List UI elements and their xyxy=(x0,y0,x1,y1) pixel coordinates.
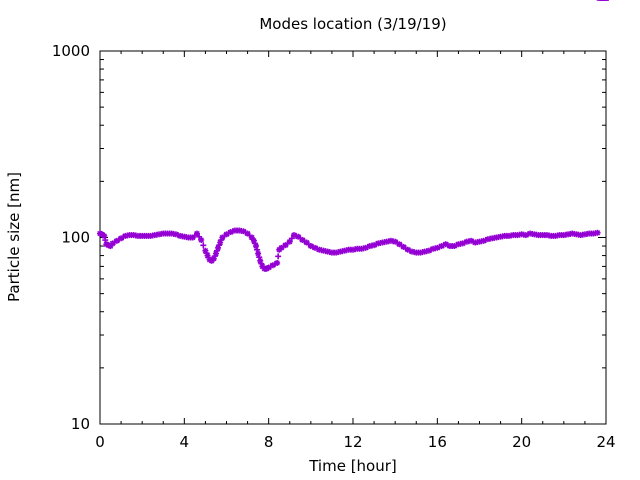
data-series xyxy=(97,0,609,272)
y-tick-label: 10 xyxy=(71,415,90,433)
data-point xyxy=(196,233,203,240)
y-axis-label: Particle size [nm] xyxy=(5,172,23,302)
data-point xyxy=(398,242,405,249)
data-point xyxy=(271,261,278,268)
data-point xyxy=(339,248,346,255)
data-point xyxy=(377,239,384,246)
data-point xyxy=(264,265,271,272)
data-point xyxy=(277,245,284,252)
x-axis-label: Time [hour] xyxy=(308,457,397,475)
data-point xyxy=(187,234,194,241)
data-point xyxy=(406,247,413,254)
data-point xyxy=(297,235,304,242)
data-point xyxy=(436,243,443,250)
data-point xyxy=(280,243,287,250)
data-point xyxy=(225,230,232,237)
data-point xyxy=(254,246,261,253)
data-point xyxy=(170,230,177,237)
data-point xyxy=(373,241,380,248)
data-point xyxy=(275,253,282,260)
data-point xyxy=(305,241,312,248)
x-tick-label: 12 xyxy=(343,433,362,451)
data-point xyxy=(267,263,274,270)
data-point xyxy=(428,246,435,253)
data-point xyxy=(368,242,375,249)
y-axis: 10 100 1000 xyxy=(52,42,606,433)
data-point xyxy=(256,254,263,261)
data-point xyxy=(179,233,186,240)
data-point xyxy=(360,245,367,252)
chart-title: Modes location (3/19/19) xyxy=(259,15,446,33)
x-tick-label: 8 xyxy=(264,433,274,451)
data-point xyxy=(495,234,502,241)
data-point xyxy=(214,247,221,254)
data-point xyxy=(318,247,325,254)
data-point xyxy=(478,238,485,245)
data-point xyxy=(216,242,223,249)
data-point xyxy=(453,242,460,249)
data-point xyxy=(242,229,249,236)
data-point xyxy=(482,236,489,243)
data-point xyxy=(432,245,439,252)
data-point xyxy=(314,245,321,252)
data-point xyxy=(203,250,210,257)
x-tick-label: 24 xyxy=(596,433,615,451)
data-point xyxy=(175,232,182,239)
x-axis: 0 4 8 12 16 20 24 xyxy=(95,51,616,451)
data-point xyxy=(487,235,494,242)
plot-frame xyxy=(99,50,607,425)
data-point xyxy=(474,239,481,246)
data-point xyxy=(309,243,316,250)
data-point xyxy=(322,248,329,255)
data-point xyxy=(221,232,228,239)
data-point xyxy=(209,256,216,263)
y-tick-label: 100 xyxy=(61,229,90,247)
x-tick-label: 4 xyxy=(180,433,190,451)
x-tick-label: 0 xyxy=(95,433,105,451)
data-point xyxy=(211,253,218,260)
data-point xyxy=(423,248,430,255)
x-tick-label: 20 xyxy=(512,433,531,451)
data-point xyxy=(461,239,468,246)
data-point xyxy=(293,232,300,239)
data-point xyxy=(592,230,599,237)
y-tick-label: 1000 xyxy=(52,42,90,60)
data-point xyxy=(251,240,258,247)
data-point xyxy=(102,237,109,244)
data-point xyxy=(218,237,225,244)
data-point xyxy=(419,249,426,256)
data-point xyxy=(249,236,256,243)
data-point xyxy=(288,235,295,242)
data-point xyxy=(301,238,308,245)
data-point xyxy=(238,227,245,234)
x-tick-label: 16 xyxy=(428,433,447,451)
data-point xyxy=(111,239,118,246)
data-point xyxy=(120,234,127,241)
data-point xyxy=(108,241,115,248)
data-point xyxy=(255,250,262,257)
data-point xyxy=(258,260,265,267)
data-point xyxy=(390,238,397,245)
data-point xyxy=(200,242,207,249)
data-point xyxy=(335,249,342,256)
data-point xyxy=(100,232,107,239)
data-point xyxy=(491,234,498,241)
data-point xyxy=(381,239,388,246)
data-point xyxy=(394,239,401,246)
data-point xyxy=(191,232,198,239)
data-point xyxy=(457,240,464,247)
data-point xyxy=(449,243,456,250)
data-point xyxy=(246,232,253,239)
data-point xyxy=(364,243,371,250)
data-point xyxy=(284,240,291,247)
data-point xyxy=(115,236,122,243)
data-point xyxy=(402,245,409,252)
data-point xyxy=(444,242,451,249)
